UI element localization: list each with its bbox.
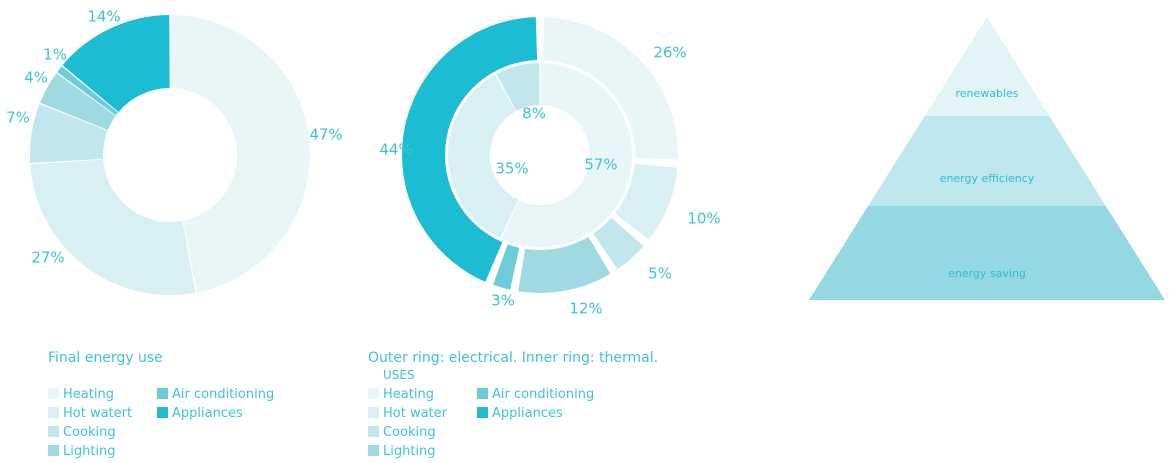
inner-label-cooking: 8% bbox=[522, 105, 546, 123]
slice-lighting bbox=[40, 73, 116, 131]
outer-slice-appliances bbox=[402, 17, 538, 282]
label-cooking: 7% bbox=[6, 109, 30, 127]
chart1-legend-item-cooking: Cooking bbox=[48, 425, 116, 441]
legend-swatch bbox=[477, 407, 488, 418]
legend-label: Lighting bbox=[63, 444, 116, 459]
slice-air-conditioning bbox=[57, 66, 119, 116]
outer-slice-heating bbox=[542, 17, 679, 160]
chart2-legend-item-cooking: Cooking bbox=[368, 425, 436, 441]
legend-swatch bbox=[48, 445, 59, 456]
legend-label: Hot water bbox=[383, 406, 447, 421]
legend-swatch bbox=[368, 407, 379, 418]
legend-swatch bbox=[157, 407, 168, 418]
inner-slice-cooking bbox=[496, 63, 540, 111]
outer-slice-hot-water bbox=[615, 163, 678, 240]
legend-label: Cooking bbox=[63, 425, 116, 440]
label-air-conditioning: 1% bbox=[43, 46, 67, 64]
chart2-legend-item-hot-water: Hot water bbox=[368, 406, 447, 422]
inner-label-heating: 57% bbox=[584, 156, 617, 174]
legend-swatch bbox=[477, 388, 488, 399]
chart2-legend-item-lighting: Lighting bbox=[368, 444, 436, 460]
inner-slice-heating bbox=[501, 63, 632, 247]
chart2-legend: Heating Hot water Cooking Lighting Air condi… bbox=[368, 387, 628, 462]
chart1-legend: Heating Hot watert Cooking Lighting Air cond… bbox=[48, 387, 308, 462]
chart1-legend-item-heating: Heating bbox=[48, 387, 114, 403]
legend-swatch bbox=[368, 426, 379, 437]
legend-swatch bbox=[157, 388, 168, 399]
electrical-thermal-nested-donut: 26% 10% 5% 12% 3% 44% 57% 35% 8% bbox=[379, 17, 721, 318]
outer-label-hot-water: 10% bbox=[687, 210, 720, 228]
outer-label-heating: 26% bbox=[653, 44, 686, 62]
legend-label: Heating bbox=[63, 387, 114, 402]
legend-label: Appliances bbox=[492, 406, 563, 421]
legend-label: Air conditioning bbox=[172, 387, 275, 402]
slice-heating bbox=[170, 15, 311, 293]
energy-pyramid: renewables energy efficiency energy saving bbox=[809, 17, 1165, 300]
legend-label: Lighting bbox=[383, 444, 436, 459]
chart1-legend-item-appliances: Appliances bbox=[157, 406, 243, 422]
chart2-legend-item-air-conditioning: Air conditioning bbox=[477, 387, 594, 403]
pyramid-label-energy-efficiency: energy efficiency bbox=[940, 172, 1035, 185]
pyramid-label-renewables: renewables bbox=[955, 87, 1018, 100]
outer-label-lighting: 12% bbox=[569, 300, 602, 318]
chart1-title: Final energy use bbox=[48, 350, 163, 366]
label-hot-watert: 27% bbox=[31, 249, 64, 267]
slice-hot-watert bbox=[30, 159, 196, 295]
pyramid-level-renewables bbox=[924, 17, 1050, 116]
legend-label: Cooking bbox=[383, 425, 436, 440]
legend-label: Appliances bbox=[172, 406, 243, 421]
outer-slice-air-conditioning bbox=[493, 244, 520, 290]
inner-label-hot-water: 35% bbox=[495, 160, 528, 178]
legend-swatch bbox=[368, 388, 379, 399]
legend-swatch bbox=[48, 388, 59, 399]
chart2-legend-item-appliances: Appliances bbox=[477, 406, 563, 422]
outer-label-air-conditioning: 3% bbox=[491, 292, 515, 310]
pyramid-level-energy-saving bbox=[809, 206, 1165, 300]
legend-label: Heating bbox=[383, 387, 434, 402]
final-energy-donut: 47% 27% 7% 4% 1% 14% bbox=[6, 8, 343, 295]
label-lighting: 4% bbox=[24, 69, 48, 87]
outer-slice-cooking bbox=[593, 217, 644, 270]
label-heating: 47% bbox=[309, 126, 342, 144]
label-appliances: 14% bbox=[87, 8, 120, 26]
chart2-legend-title: USES bbox=[383, 368, 415, 382]
chart1-legend-item-hot-watert: Hot watert bbox=[48, 406, 132, 422]
legend-swatch bbox=[48, 426, 59, 437]
pyramid-level-energy-efficiency bbox=[868, 116, 1106, 206]
legend-swatch bbox=[368, 445, 379, 456]
legend-label: Hot watert bbox=[63, 406, 133, 421]
legend-swatch bbox=[48, 407, 59, 418]
outer-slice-lighting bbox=[518, 236, 611, 293]
outer-label-appliances: 44% bbox=[379, 141, 412, 159]
chart1-legend-item-lighting: Lighting bbox=[48, 444, 116, 460]
slice-appliances bbox=[62, 15, 170, 113]
chart1-legend-item-air-conditioning: Air conditioning bbox=[157, 387, 274, 403]
chart2-legend-item-heating: Heating bbox=[368, 387, 434, 403]
pyramid-label-energy-saving: energy saving bbox=[948, 267, 1026, 280]
legend-label: Air conditioning bbox=[492, 387, 595, 402]
inner-slice-hot-water bbox=[448, 74, 519, 238]
slice-cooking bbox=[30, 104, 108, 164]
chart2-title: Outer ring: electrical. Inner ring: ther… bbox=[368, 350, 659, 366]
outer-label-cooking: 5% bbox=[648, 265, 672, 283]
